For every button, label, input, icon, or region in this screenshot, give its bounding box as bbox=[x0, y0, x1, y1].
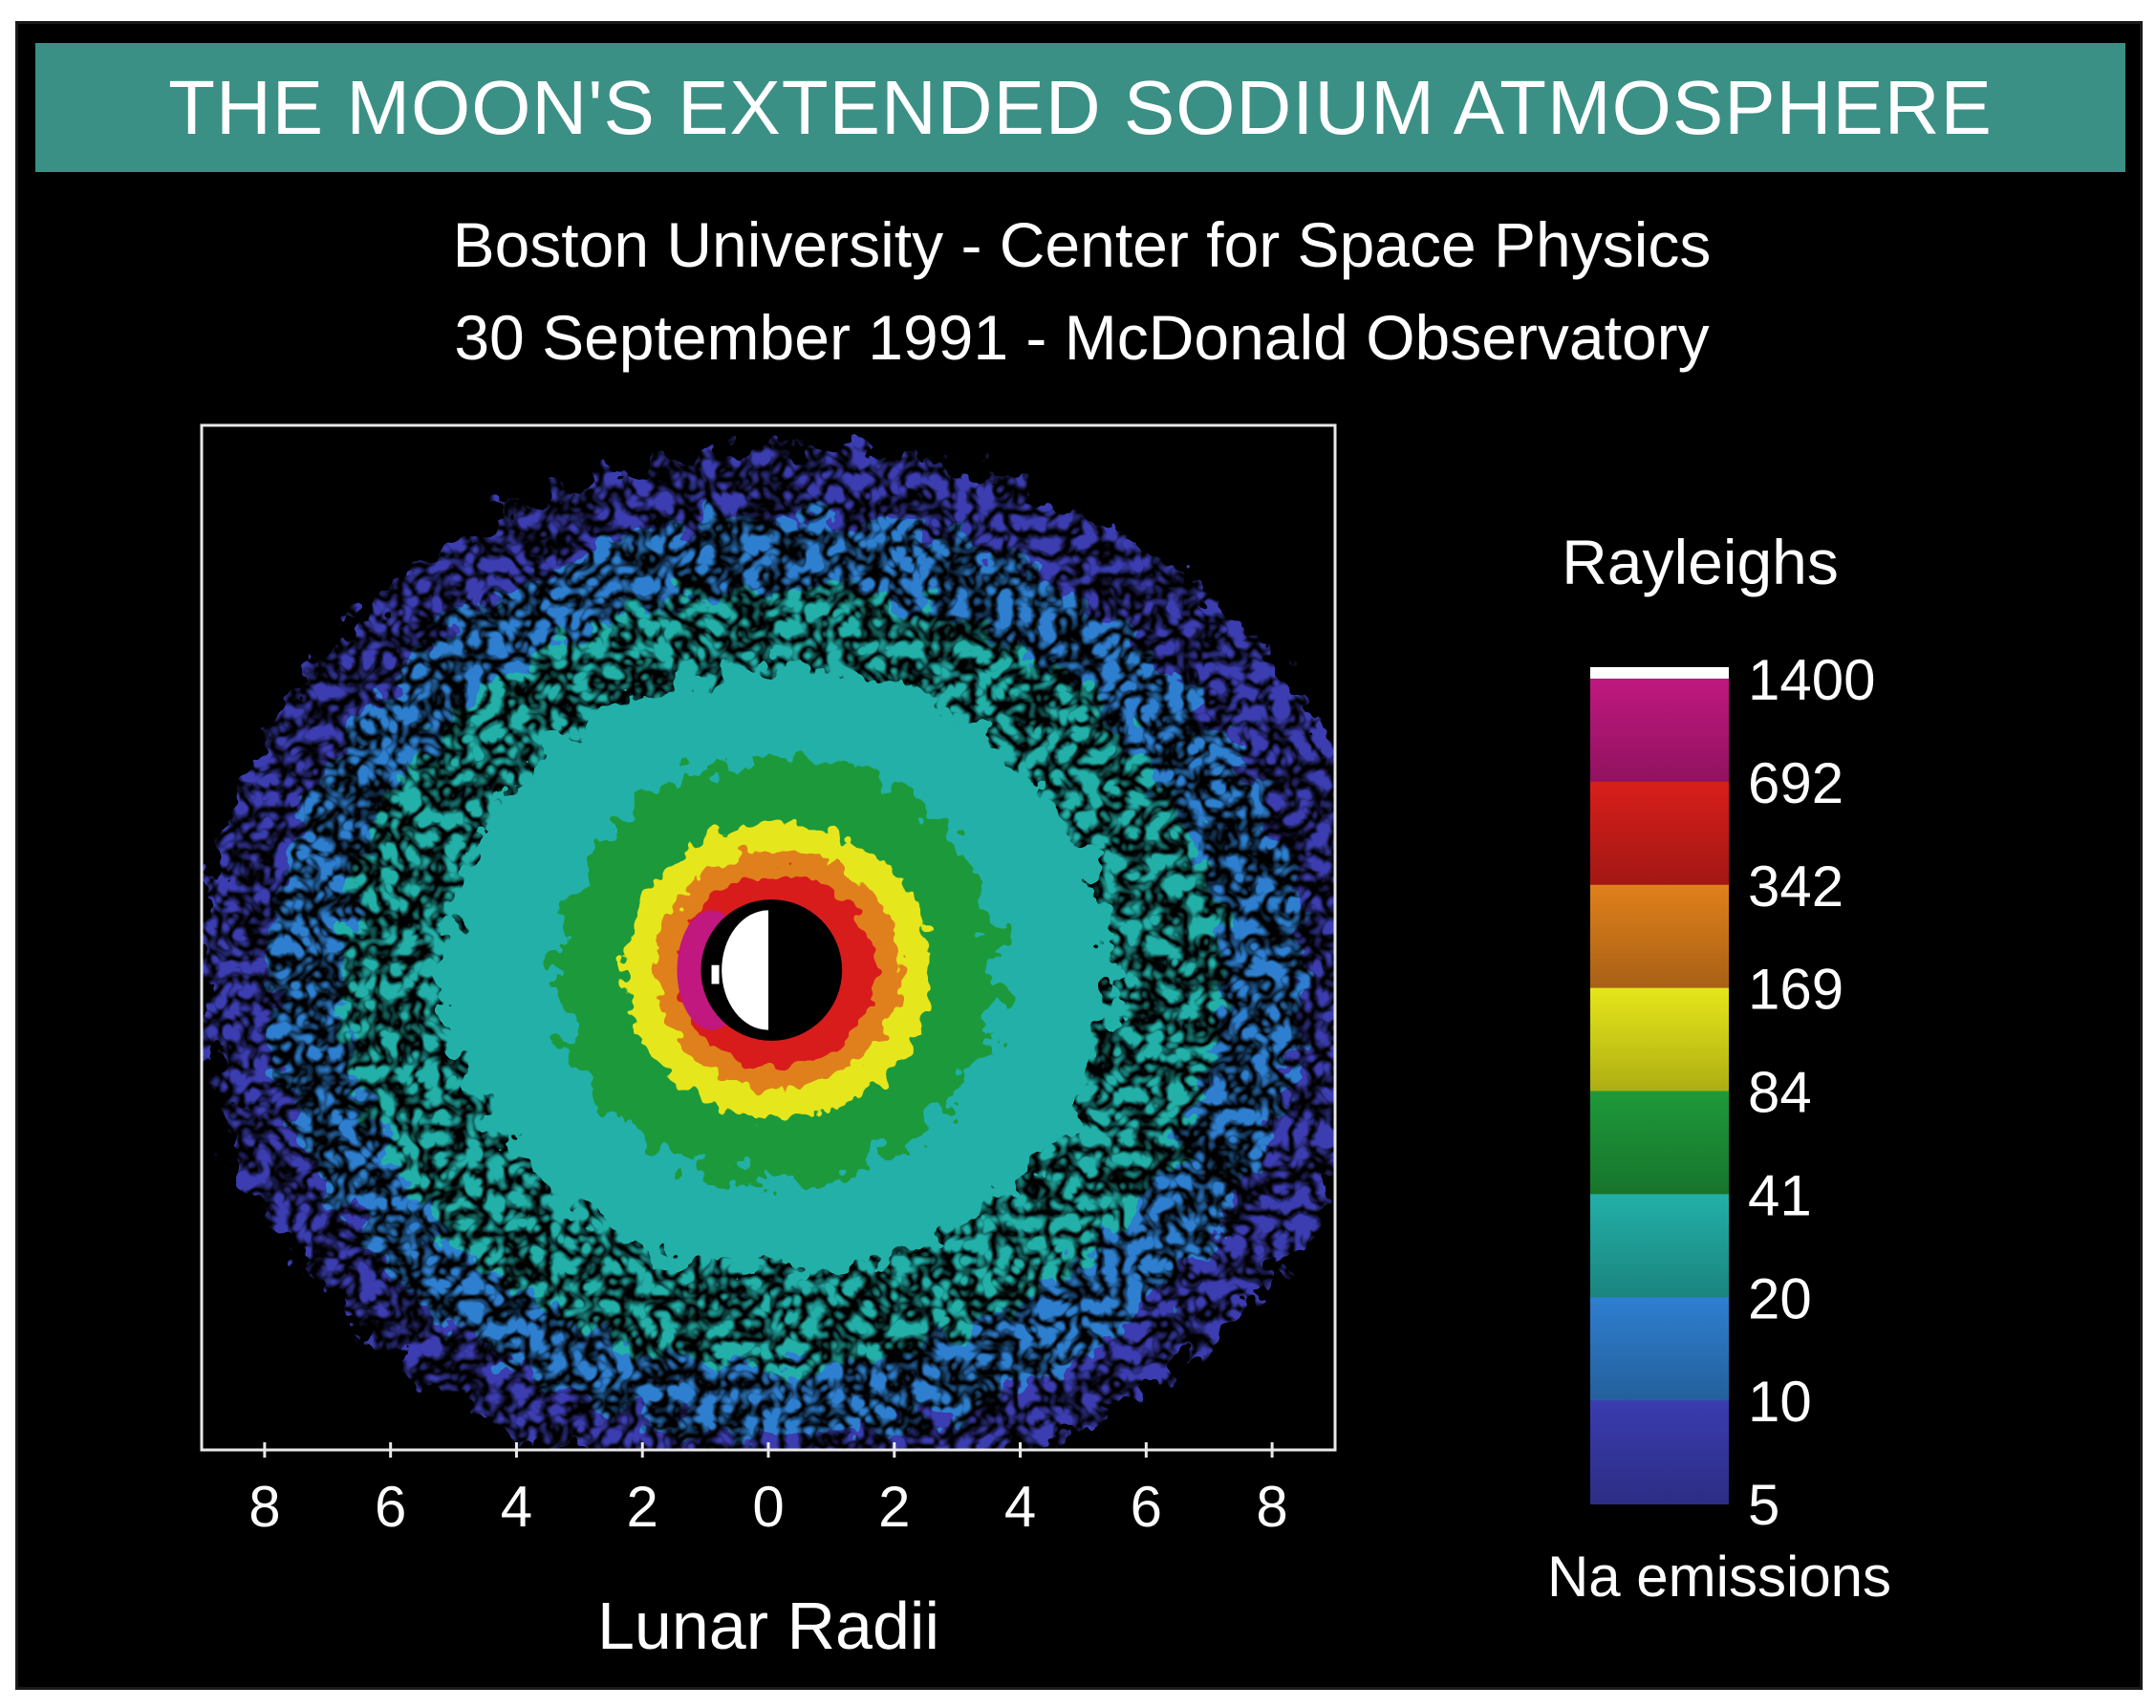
x-tick-label: 8 bbox=[1256, 1475, 1287, 1539]
colorbar-band bbox=[1590, 987, 1729, 1092]
title-banner: THE MOON'S EXTENDED SODIUM ATMOSPHERE bbox=[35, 43, 2125, 172]
moon-highlight bbox=[711, 964, 720, 984]
x-tick-label: 6 bbox=[1131, 1475, 1162, 1539]
colorbar-band bbox=[1590, 1400, 1729, 1504]
x-tick-label: 0 bbox=[752, 1475, 784, 1539]
colorbar-level-label: 342 bbox=[1748, 854, 1843, 919]
colorbar-band bbox=[1590, 1091, 1729, 1196]
colorbar-level-label: 1400 bbox=[1748, 648, 1875, 712]
colorbar-level-label: 169 bbox=[1748, 958, 1843, 1022]
colorbar-band bbox=[1590, 679, 1729, 783]
x-tick-label: 2 bbox=[878, 1475, 910, 1539]
colorbar-level-label: 5 bbox=[1748, 1473, 1779, 1537]
poster-panel: THE MOON'S EXTENDED SODIUM ATMOSPHERE Bo… bbox=[15, 21, 2143, 1690]
colorbar-band bbox=[1590, 1297, 1729, 1402]
subtitle-line-2: 30 September 1991 - McDonald Observatory bbox=[454, 302, 1710, 373]
x-tick-label: 2 bbox=[627, 1475, 658, 1539]
colorbar-band bbox=[1590, 1194, 1729, 1299]
colorbar-label: Na emissions bbox=[1546, 1545, 1892, 1609]
colorbar-band bbox=[1590, 781, 1729, 886]
colorbar-band bbox=[1590, 884, 1729, 989]
colorbar-level-label: 41 bbox=[1748, 1163, 1812, 1227]
x-axis-label: Lunar Radii bbox=[597, 1589, 939, 1663]
x-axis: 8 6 4 2 0 2 4 6 8 bbox=[248, 1442, 1288, 1539]
colorbar-level-label: 20 bbox=[1748, 1266, 1812, 1330]
subtitle-line-1: Boston University - Center for Space Phy… bbox=[452, 209, 1712, 280]
moon-disk bbox=[722, 910, 768, 1030]
colorbar-level-label: 692 bbox=[1748, 751, 1843, 815]
colorbar-level-label: 10 bbox=[1748, 1370, 1812, 1434]
colorbar-cap bbox=[1590, 667, 1729, 679]
colorbar-title: Rayleighs bbox=[1562, 527, 1839, 597]
x-tick-label: 6 bbox=[375, 1475, 406, 1539]
colorbar: 1400 692 342 169 84 41 20 10 5 bbox=[1590, 648, 1875, 1537]
colorbar-level-label: 84 bbox=[1748, 1061, 1812, 1125]
x-tick-label: 4 bbox=[1004, 1475, 1036, 1539]
chart-title: THE MOON'S EXTENDED SODIUM ATMOSPHERE bbox=[168, 64, 1993, 150]
heatmap-plot bbox=[202, 425, 1335, 1450]
x-tick-label: 4 bbox=[501, 1475, 532, 1539]
x-tick-label: 8 bbox=[248, 1475, 280, 1539]
